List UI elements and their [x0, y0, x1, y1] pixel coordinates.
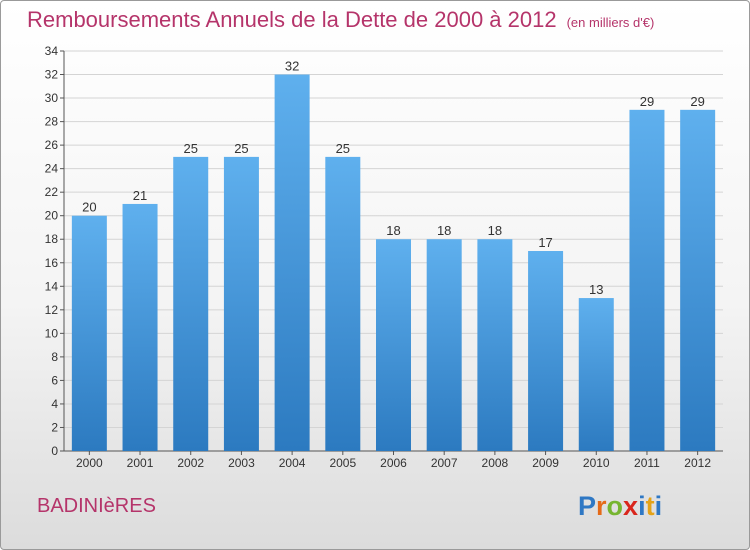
y-tick-label: 14	[45, 279, 59, 293]
bar-2008	[477, 239, 513, 451]
x-tick-label-2008: 2008	[482, 456, 509, 470]
x-tick-label-2007: 2007	[431, 456, 458, 470]
x-tick-label-2004: 2004	[279, 456, 306, 470]
value-label-2011: 29	[640, 94, 654, 109]
logo-letter: r	[596, 491, 607, 521]
bar-2012	[680, 109, 716, 451]
x-tick-label-2000: 2000	[76, 456, 103, 470]
bar-2010	[578, 298, 614, 451]
x-tick-label-2005: 2005	[329, 456, 356, 470]
bar-2006	[376, 239, 411, 451]
y-tick-label: 12	[45, 303, 59, 317]
logo-letter: t	[645, 491, 655, 521]
x-tick-label-2012: 2012	[684, 456, 711, 470]
chart-unit: (en milliers d'€)	[566, 15, 655, 30]
value-label-2003: 25	[234, 141, 248, 156]
logo-letter: i	[654, 491, 663, 521]
y-tick-label: 8	[51, 350, 58, 364]
y-tick-label: 10	[45, 326, 59, 340]
y-tick-label: 18	[45, 232, 59, 246]
y-tick-label: 26	[45, 138, 59, 152]
x-tick-label-2011: 2011	[634, 456, 660, 470]
bar-2011	[629, 109, 665, 451]
bars: 20 21 25 25 32 25 18 18 18 17 13 29 29	[71, 59, 716, 451]
value-label-2004: 32	[285, 59, 299, 74]
y-tick-label: 28	[45, 115, 59, 129]
y-tick-label: 30	[45, 91, 59, 105]
y-tick-label: 0	[51, 444, 58, 458]
y-tick-label: 2	[51, 420, 58, 434]
logo-letter: o	[606, 491, 624, 521]
x-tick-label-2002: 2002	[177, 456, 204, 470]
value-label-2008: 18	[488, 223, 502, 238]
y-tick-label: 4	[51, 397, 58, 411]
chart-title-text: Remboursements Annuels de la Dette de 20…	[27, 7, 557, 32]
x-tick-label-2009: 2009	[532, 456, 559, 470]
logo-letter: i	[638, 491, 646, 521]
x-tick-label-2003: 2003	[228, 456, 255, 470]
logo-letter: x	[623, 491, 639, 521]
y-tick-label: 32	[45, 68, 59, 82]
value-label-2000: 20	[82, 200, 96, 215]
value-label-2001: 21	[133, 188, 147, 203]
bar-2003	[223, 156, 259, 451]
proxiti-logo[interactable]: Proxiti	[578, 491, 662, 522]
bar-2009	[528, 251, 564, 451]
bar-2004	[274, 74, 310, 451]
bar-2005	[325, 156, 361, 451]
value-label-2002: 25	[183, 141, 197, 156]
y-tick-label: 6	[51, 373, 58, 387]
y-tick-label: 20	[45, 209, 59, 223]
bar-2000	[71, 215, 107, 451]
y-tick-label: 22	[45, 185, 59, 199]
commune-name: BADINIèRES	[37, 495, 156, 517]
value-label-2007: 18	[437, 223, 451, 238]
bar-2001	[122, 203, 158, 451]
bar-2007	[426, 239, 462, 451]
value-label-2006: 18	[386, 223, 400, 238]
value-label-2010: 13	[589, 282, 603, 297]
y-tick-label: 34	[45, 44, 59, 58]
x-tick-label-2006: 2006	[380, 456, 407, 470]
x-tick-label-2010: 2010	[583, 456, 610, 470]
value-label-2012: 29	[690, 94, 704, 109]
bar-2002	[173, 156, 209, 451]
y-tick-label: 16	[45, 256, 59, 270]
x-tick-label-2001: 2001	[127, 456, 154, 470]
value-label-2009: 17	[538, 235, 552, 250]
value-label-2005: 25	[336, 141, 350, 156]
logo-letter: P	[578, 491, 597, 521]
chart-title: Remboursements Annuels de la Dette de 20…	[27, 7, 654, 33]
y-tick-label: 24	[45, 162, 59, 176]
